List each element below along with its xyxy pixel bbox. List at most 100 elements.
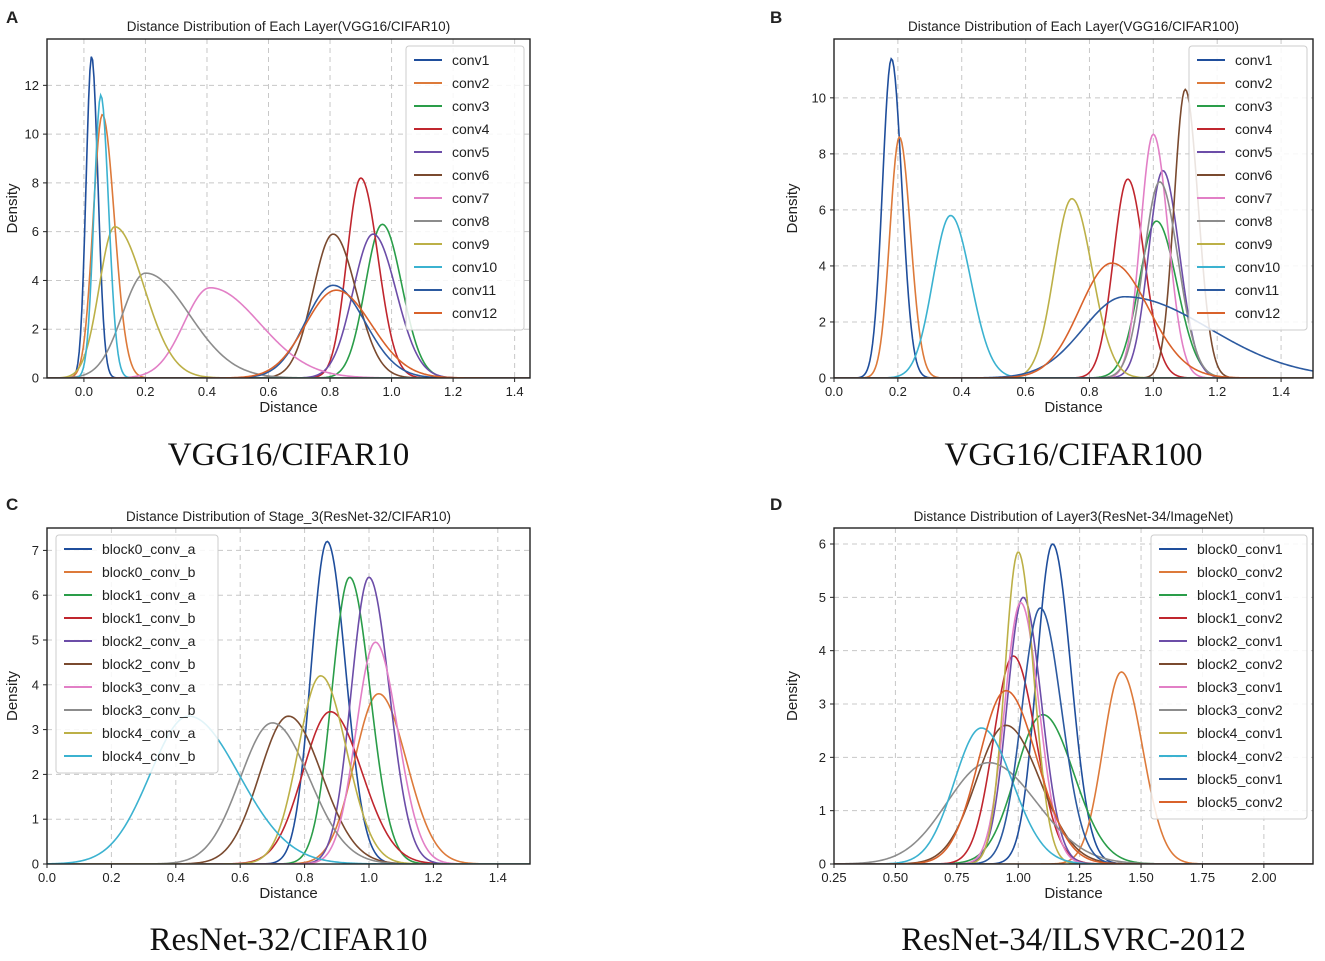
legend-label: block3_conv_a bbox=[102, 679, 196, 695]
x-tick-label: 1.50 bbox=[1128, 870, 1153, 885]
y-tick-label: 5 bbox=[32, 633, 39, 648]
legend-label: conv5 bbox=[452, 144, 490, 160]
legend-label: block4_conv_a bbox=[102, 725, 196, 741]
y-tick-label: 3 bbox=[819, 697, 826, 712]
series-line-conv2 bbox=[47, 113, 530, 378]
x-tick-label: 0.6 bbox=[231, 870, 249, 885]
x-tick-label: 1.0 bbox=[360, 870, 378, 885]
x-axis-label: Distance bbox=[1044, 399, 1102, 416]
x-axis-label: Distance bbox=[1044, 885, 1102, 902]
legend: conv1 conv2 conv3 conv4 conv5 conv6 conv7 conv8… bbox=[405, 45, 525, 331]
legend-label: block4_conv1 bbox=[1197, 725, 1283, 741]
legend-label: conv10 bbox=[1235, 259, 1280, 275]
y-tick-label: 5 bbox=[819, 590, 826, 605]
y-tick-label: 6 bbox=[819, 537, 826, 552]
x-tick-label: 0.2 bbox=[102, 870, 120, 885]
y-tick-label: 4 bbox=[32, 273, 39, 288]
legend-label: conv11 bbox=[452, 282, 496, 298]
panel-caption: VGG16/CIFAR10 bbox=[168, 437, 409, 473]
legend-label: block3_conv2 bbox=[1197, 702, 1283, 718]
y-axis-label: Density bbox=[4, 183, 21, 234]
y-tick-label: 4 bbox=[32, 677, 39, 692]
x-tick-label: 0.0 bbox=[825, 384, 843, 399]
x-tick-label: 0.0 bbox=[38, 870, 56, 885]
x-tick-label: 0.2 bbox=[889, 384, 907, 399]
legend-label: conv2 bbox=[452, 75, 490, 91]
y-tick-label: 6 bbox=[32, 588, 39, 603]
y-tick-label: 2 bbox=[819, 314, 826, 329]
legend-label: conv3 bbox=[452, 98, 490, 114]
x-tick-label: 1.0 bbox=[383, 384, 401, 399]
y-tick-label: 2 bbox=[32, 767, 39, 782]
legend-box bbox=[1188, 45, 1308, 331]
y-axis-label: Density bbox=[4, 670, 21, 721]
legend: block0_conv_a block0_conv_b block1_conv_ab… bbox=[55, 534, 219, 774]
panel-a: A Distance Distribution of Each Layer(VGG… bbox=[4, 8, 531, 473]
x-tick-label: 0.4 bbox=[953, 384, 971, 399]
chart-title: Distance Distribution of Each Layer(VGG1… bbox=[908, 19, 1239, 34]
y-axis-label: Density bbox=[784, 670, 801, 721]
legend-label: block1_conv_a bbox=[102, 587, 196, 603]
x-tick-label: 1.2 bbox=[424, 870, 442, 885]
legend-label: conv2 bbox=[1235, 75, 1273, 91]
legend-label: conv6 bbox=[452, 167, 490, 183]
series-line-conv6 bbox=[47, 233, 530, 378]
x-tick-label: 0.8 bbox=[321, 384, 339, 399]
y-tick-label: 4 bbox=[819, 643, 826, 658]
chart-title: Distance Distribution of Each Layer(VGG1… bbox=[127, 19, 450, 34]
x-tick-label: 0.4 bbox=[198, 384, 216, 399]
y-tick-label: 2 bbox=[32, 322, 39, 337]
y-tick-label: 0 bbox=[32, 371, 39, 386]
y-tick-label: 4 bbox=[819, 258, 826, 273]
series-line-block4_conv_b bbox=[47, 715, 530, 864]
x-axis-label: Distance bbox=[259, 885, 317, 902]
y-tick-label: 1 bbox=[819, 803, 826, 818]
x-tick-label: 1.4 bbox=[489, 870, 507, 885]
panel-letter: D bbox=[770, 495, 782, 514]
series-line-block2_conv1 bbox=[834, 596, 1313, 864]
legend-label: block0_conv1 bbox=[1197, 541, 1283, 557]
x-axis-label: Distance bbox=[259, 399, 317, 416]
legend-label: conv4 bbox=[1235, 121, 1273, 137]
legend-label: block4_conv_b bbox=[102, 748, 196, 764]
series-line-block2_conv_b bbox=[47, 715, 530, 864]
x-tick-label: 0.8 bbox=[296, 870, 314, 885]
x-tick-label: 1.25 bbox=[1067, 870, 1092, 885]
plot-frame bbox=[46, 527, 531, 865]
legend-label: block2_conv2 bbox=[1197, 656, 1283, 672]
legend-label: block2_conv1 bbox=[1197, 633, 1283, 649]
legend-label: block0_conv2 bbox=[1197, 564, 1283, 580]
plot-frame bbox=[833, 38, 1314, 379]
legend: conv1 conv2 conv3 conv4 conv5 conv6 conv7 conv8… bbox=[1188, 45, 1308, 331]
legend-label: conv12 bbox=[452, 305, 497, 321]
legend-box bbox=[1150, 534, 1308, 820]
legend-label: conv12 bbox=[1235, 305, 1280, 321]
series-line-block4_conv_a bbox=[47, 675, 530, 864]
y-tick-label: 10 bbox=[25, 127, 39, 142]
y-tick-label: 10 bbox=[812, 90, 826, 105]
legend-label: conv6 bbox=[1235, 167, 1273, 183]
y-tick-label: 1 bbox=[32, 812, 39, 827]
x-tick-label: 0.6 bbox=[1017, 384, 1035, 399]
x-tick-label: 0.2 bbox=[136, 384, 154, 399]
x-tick-label: 1.0 bbox=[1144, 384, 1162, 399]
x-tick-label: 1.2 bbox=[1208, 384, 1226, 399]
series-line-block1_conv1 bbox=[834, 713, 1313, 864]
series-line-block3_conv1 bbox=[834, 601, 1313, 864]
series-line-block0_conv1 bbox=[834, 543, 1313, 864]
legend-label: block3_conv1 bbox=[1197, 679, 1283, 695]
panel-d: D Distance Distribution of Layer3(ResNet-… bbox=[770, 495, 1314, 958]
legend-label: conv7 bbox=[1235, 190, 1273, 206]
legend-label: conv11 bbox=[1235, 282, 1279, 298]
y-tick-label: 12 bbox=[25, 78, 39, 93]
legend-label: block1_conv2 bbox=[1197, 610, 1283, 626]
legend-label: block5_conv2 bbox=[1197, 794, 1283, 810]
legend-label: conv9 bbox=[452, 236, 490, 252]
chart-title: Distance Distribution of Stage_3(ResNet-… bbox=[126, 509, 451, 524]
x-tick-label: 0.50 bbox=[883, 870, 908, 885]
x-tick-label: 1.2 bbox=[444, 384, 462, 399]
legend-label: conv1 bbox=[452, 52, 490, 68]
x-tick-label: 1.4 bbox=[1272, 384, 1290, 399]
legend-label: conv9 bbox=[1235, 236, 1273, 252]
panel-caption: VGG16/CIFAR100 bbox=[945, 437, 1203, 473]
